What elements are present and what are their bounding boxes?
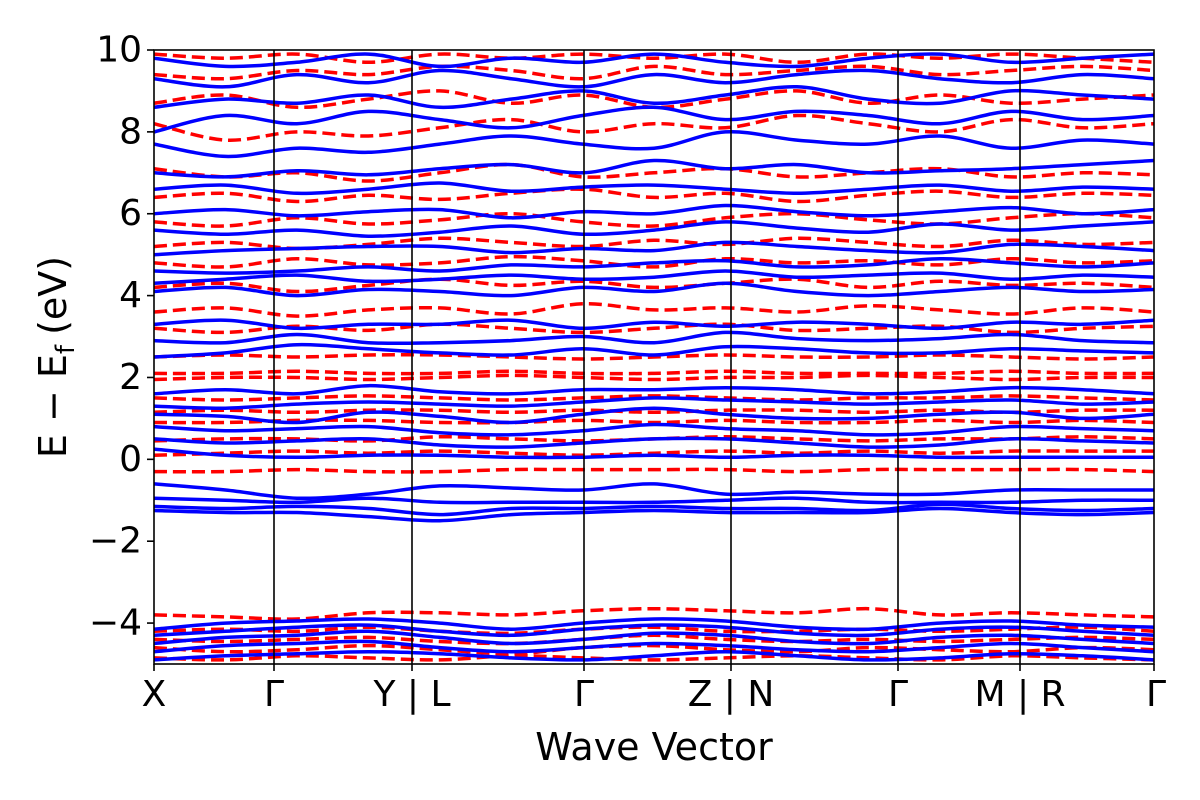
x-tick-label: Γ <box>574 674 594 715</box>
band-line-solid <box>154 496 1154 505</box>
y-axis-ticks: −4 −2 0 2 4 6 8 10 <box>89 30 154 644</box>
kpoint-lines <box>273 50 1021 664</box>
band-line-solid <box>154 203 1154 220</box>
band-line-dashed <box>154 211 1154 228</box>
y-tick-label: 6 <box>119 193 142 234</box>
x-tick-label: Γ <box>1146 674 1166 715</box>
band-line-solid <box>154 318 1154 331</box>
x-tick-label: Γ <box>888 674 908 715</box>
band-line-solid <box>154 617 1154 632</box>
band-line-dashed <box>154 352 1154 361</box>
band-line-solid <box>154 502 1154 517</box>
band-line-solid <box>154 281 1154 298</box>
band-line-solid <box>154 52 1154 69</box>
y-tick-label: −4 <box>89 603 142 644</box>
band-line-dashed <box>154 187 1154 204</box>
band-line-solid <box>154 383 1154 396</box>
band-line-solid <box>154 220 1154 238</box>
band-line-solid <box>154 158 1154 179</box>
band-line-solid <box>154 406 1154 425</box>
plot-frame <box>153 49 1155 665</box>
band-line-dashed <box>154 373 1154 382</box>
band-line-solid <box>154 105 1154 134</box>
x-tick-label: M | R <box>974 674 1065 715</box>
y-tick-label: 0 <box>119 439 142 480</box>
x-tick-label: Γ <box>264 674 284 715</box>
band-line-dashed <box>154 113 1154 142</box>
x-axis-title: Wave Vector <box>535 725 773 769</box>
band-line-dashed <box>154 52 1154 65</box>
band-line-dashed <box>154 277 1154 294</box>
band-line-solid <box>154 257 1154 275</box>
band-line-solid <box>154 342 1154 359</box>
band-line-solid <box>154 240 1154 257</box>
x-tick-label: X <box>142 674 167 715</box>
band-line-solid <box>154 181 1154 196</box>
y-tick-label: −2 <box>89 521 142 562</box>
band-line-solid <box>154 129 1154 159</box>
band-line-dashed <box>154 633 1154 646</box>
x-tick-label: Y | L <box>372 674 450 715</box>
band-line-dashed <box>154 369 1154 376</box>
band-line-solid <box>154 68 1154 89</box>
band-line-solid <box>154 396 1154 410</box>
band-line-dashed <box>154 625 1154 636</box>
band-line-solid <box>154 269 1154 286</box>
band-line-dashed <box>154 467 1154 474</box>
band-line-dashed <box>154 643 1154 656</box>
band-line-dashed <box>154 654 1154 662</box>
band-line-solid <box>154 447 1154 460</box>
bands-layer <box>154 52 1154 662</box>
band-line-solid <box>154 639 1154 654</box>
y-axis-title-main: E − E <box>31 354 75 458</box>
band-line-solid <box>154 330 1154 346</box>
band-line-solid <box>154 436 1154 449</box>
band-line-dashed <box>154 162 1154 183</box>
x-axis-ticks: X Γ Y | L Γ Z | N Γ M | R Γ <box>142 664 1166 715</box>
band-line-solid <box>154 506 1154 523</box>
band-line-solid <box>154 422 1154 437</box>
band-line-dashed <box>154 606 1154 621</box>
y-tick-label: 4 <box>119 275 142 316</box>
y-tick-label: 8 <box>119 111 142 152</box>
band-line-dashed <box>154 449 1154 457</box>
y-tick-label: 2 <box>119 357 142 398</box>
y-axis-title-subscript: f <box>51 344 81 354</box>
band-line-dashed <box>154 394 1154 402</box>
band-line-solid <box>154 482 1154 501</box>
band-line-solid <box>154 623 1154 638</box>
band-line-solid <box>154 649 1154 662</box>
band-line-dashed <box>154 302 1154 318</box>
band-line-dashed <box>154 64 1154 81</box>
band-line-solid <box>154 629 1154 646</box>
x-tick-label: Z | N <box>688 674 775 715</box>
y-axis-title-unit: (eV) <box>31 256 75 335</box>
band-line-solid <box>154 85 1154 110</box>
y-axis-title: E − Ef (eV) <box>31 256 81 458</box>
y-tick-label: 10 <box>96 30 142 71</box>
